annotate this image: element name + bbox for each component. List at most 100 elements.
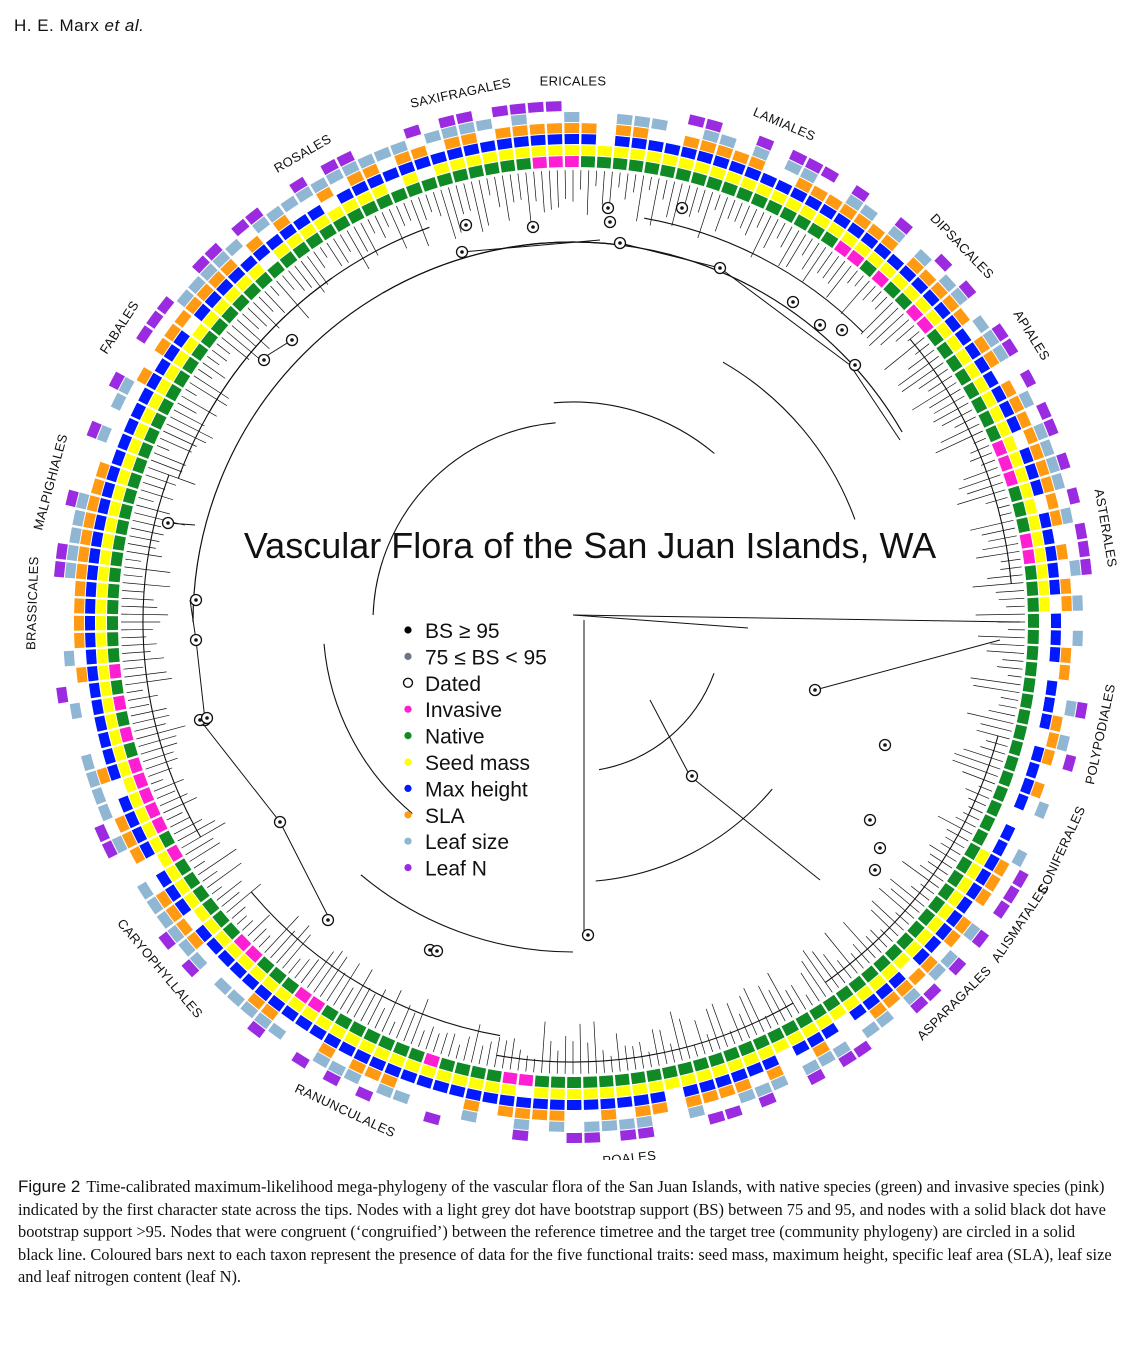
- trait-segment: [1039, 713, 1052, 730]
- status-segment: [112, 535, 126, 551]
- tip-branch: [840, 280, 870, 315]
- tip-branch: [801, 960, 827, 997]
- tip-branch: [767, 972, 793, 1018]
- tip-branch: [954, 416, 976, 428]
- trait-segment: [992, 839, 1008, 857]
- trait-segment: [225, 942, 243, 960]
- trait-segment: [449, 1084, 466, 1098]
- tip-branch: [998, 704, 1017, 709]
- trait-segment: [96, 425, 112, 443]
- tip-branch: [785, 990, 800, 1014]
- tip-branch: [270, 930, 296, 959]
- status-segment: [550, 1076, 566, 1088]
- trait-segment: [973, 335, 991, 354]
- trait-segment: [327, 1060, 346, 1077]
- trait-segment: [943, 929, 961, 948]
- trait-segment: [963, 922, 981, 941]
- bs-node-dot: [883, 743, 887, 747]
- tip-branch: [927, 861, 948, 876]
- status-segment: [107, 599, 119, 615]
- tip-branch: [177, 820, 216, 842]
- clade-branch: [689, 775, 821, 881]
- trait-segment: [784, 159, 803, 176]
- tip-branch: [202, 870, 218, 882]
- tip-branch: [123, 574, 143, 578]
- trait-segment: [227, 989, 245, 1007]
- tip-branch: [533, 171, 537, 202]
- tip-branch: [997, 666, 1023, 670]
- trait-segment: [1045, 456, 1060, 474]
- trait-segment: [819, 203, 837, 220]
- tip-branch: [396, 205, 406, 227]
- legend-label: 75 ≤ BS < 95: [425, 646, 547, 669]
- tip-branch: [339, 234, 351, 253]
- clade-label: ASTERALES: [1092, 488, 1121, 569]
- status-segment: [408, 1047, 425, 1063]
- status-segment: [820, 231, 839, 248]
- bs-node-dot: [194, 638, 198, 642]
- trait-segment: [200, 263, 218, 281]
- tip-branch: [609, 171, 613, 204]
- tip-branch: [1007, 675, 1022, 678]
- status-segment: [991, 439, 1008, 457]
- status-segment: [662, 1065, 678, 1079]
- status-segment: [421, 177, 438, 192]
- trait-segment: [73, 615, 85, 631]
- tip-branch: [374, 1007, 386, 1029]
- status-segment: [108, 567, 122, 583]
- tip-branch: [714, 197, 728, 232]
- tip-branch: [823, 954, 846, 984]
- trait-segment: [213, 298, 230, 316]
- tip-branch: [360, 222, 379, 256]
- trait-segment: [903, 284, 921, 302]
- trait-segment: [1025, 761, 1040, 779]
- tip-branch: [970, 677, 1021, 686]
- trait-segment: [619, 1118, 636, 1130]
- trait-segment: [229, 961, 247, 979]
- tip-branch: [963, 811, 980, 821]
- status-segment: [985, 425, 1002, 443]
- status-segment: [182, 356, 199, 375]
- tip-branch: [1002, 659, 1024, 662]
- tip-branch: [148, 467, 196, 485]
- trait-segment: [430, 151, 447, 165]
- trait-segment: [1001, 338, 1019, 357]
- trait-segment: [946, 334, 963, 353]
- trait-segment: [956, 876, 973, 894]
- trait-segment: [564, 122, 580, 134]
- trait-segment: [894, 217, 913, 235]
- legend-marker: [402, 677, 414, 688]
- trait-segment: [996, 420, 1012, 438]
- trait-segment: [496, 137, 513, 150]
- status-segment: [907, 920, 925, 939]
- trait-segment: [993, 900, 1010, 919]
- trait-segment: [1011, 849, 1028, 868]
- header-etal: et al.: [104, 16, 145, 35]
- trait-segment: [227, 266, 246, 284]
- trait-segment: [910, 995, 929, 1014]
- tree-branch-arc: [372, 422, 556, 616]
- tip-branch: [852, 943, 870, 964]
- trait-segment: [616, 1085, 632, 1097]
- tip-branch: [986, 650, 1024, 654]
- trait-segment: [280, 195, 299, 213]
- trait-segment: [1049, 579, 1061, 595]
- status-segment: [423, 1052, 440, 1068]
- tip-branch: [595, 170, 598, 187]
- trait-segment: [410, 145, 428, 160]
- trait-segment: [463, 143, 480, 157]
- tip-branch: [750, 215, 772, 258]
- trait-segment: [740, 176, 758, 192]
- tip-branch: [822, 256, 839, 279]
- trait-segment: [1045, 680, 1058, 696]
- trait-segment: [85, 632, 96, 648]
- trait-segment: [1013, 793, 1029, 811]
- trait-segment: [69, 702, 83, 720]
- trait-segment: [104, 517, 118, 533]
- trait-segment: [916, 928, 933, 946]
- trait-segment: [937, 903, 954, 921]
- trait-segment: [761, 1055, 780, 1071]
- tip-branch: [185, 388, 197, 397]
- trait-segment: [1024, 498, 1038, 515]
- status-segment: [319, 223, 337, 241]
